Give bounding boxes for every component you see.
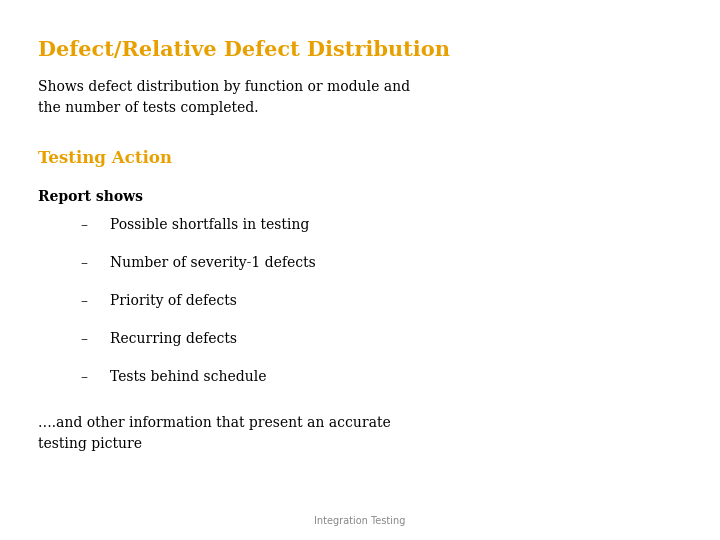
Text: Shows defect distribution by function or module and
the number of tests complete: Shows defect distribution by function or… (38, 80, 410, 114)
Text: ….and other information that present an accurate
testing picture: ….and other information that present an … (38, 416, 391, 450)
Text: Report shows: Report shows (38, 190, 143, 204)
Text: Integration Testing: Integration Testing (315, 516, 405, 526)
Text: Number of severity-1 defects: Number of severity-1 defects (110, 256, 316, 270)
Text: Testing Action: Testing Action (38, 150, 172, 167)
Text: –: – (80, 332, 87, 346)
Text: –: – (80, 256, 87, 270)
Text: Recurring defects: Recurring defects (110, 332, 237, 346)
Text: Tests behind schedule: Tests behind schedule (110, 370, 266, 384)
Text: Possible shortfalls in testing: Possible shortfalls in testing (110, 218, 310, 232)
Text: –: – (80, 294, 87, 308)
Text: –: – (80, 218, 87, 232)
Text: Priority of defects: Priority of defects (110, 294, 237, 308)
Text: Defect/Relative Defect Distribution: Defect/Relative Defect Distribution (38, 40, 450, 60)
Text: –: – (80, 370, 87, 384)
